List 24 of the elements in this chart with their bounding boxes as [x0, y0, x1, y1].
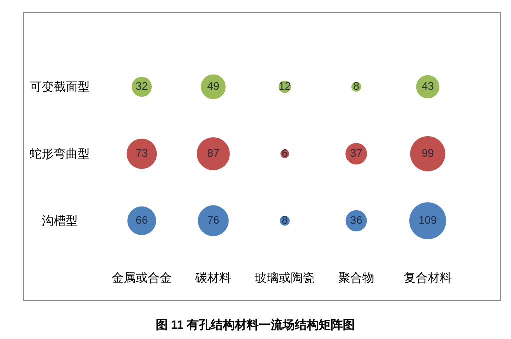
data-label: 49	[207, 81, 220, 93]
data-label: 99	[422, 148, 434, 160]
x-tick-label: 玻璃或陶瓷	[255, 271, 315, 285]
caption: 图 11 有孔结构材料一流场结构矩阵图	[156, 318, 356, 332]
data-label: 6	[282, 148, 288, 160]
x-tick-label: 聚合物	[338, 271, 374, 285]
y-tick-label: 沟槽型	[42, 214, 78, 228]
x-tick-label: 复合材料	[404, 271, 452, 285]
data-label: 37	[350, 148, 363, 160]
data-label: 73	[136, 148, 148, 160]
data-label: 36	[350, 215, 363, 227]
y-tick-label: 蛇形弯曲型	[30, 147, 90, 161]
data-label: 12	[278, 81, 292, 93]
data-label: 8	[282, 215, 288, 227]
data-label: 66	[136, 215, 148, 227]
y-tick-label: 可变截面型	[30, 80, 90, 94]
data-label: 8	[353, 81, 360, 93]
data-label: 43	[422, 81, 434, 93]
data-label: 109	[418, 215, 438, 227]
data-label: 76	[207, 215, 220, 227]
data-label: 32	[136, 81, 148, 93]
data-label: 87	[207, 148, 220, 160]
x-tick-label: 碳材料	[194, 271, 232, 285]
x-tick-label: 金属或合金	[112, 271, 172, 285]
